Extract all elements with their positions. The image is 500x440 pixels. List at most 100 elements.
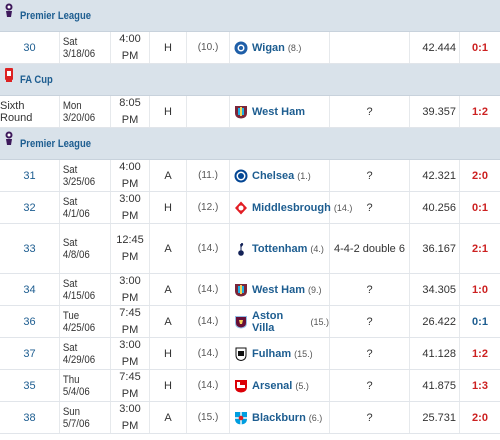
attendance-label: 25.731 <box>422 411 456 424</box>
opponent-link[interactable]: Aston Villa <box>252 309 284 334</box>
round-label[interactable]: 36 <box>23 315 36 328</box>
result-cell[interactable]: 0:1 <box>460 192 500 223</box>
round-cell[interactable]: 37 <box>0 338 60 369</box>
competition-name-link[interactable]: Premier League <box>20 137 91 150</box>
table-row: Sixth Round Mon 3/20/06 8:05 PM H West Ham? 3… <box>0 96 500 128</box>
middlesbrough-crest-icon[interactable] <box>234 201 248 215</box>
time-cell: 7:45 PM <box>111 370 150 401</box>
result-link[interactable]: 0:1 <box>472 201 488 214</box>
round-cell[interactable]: 34 <box>0 274 60 305</box>
round-cell[interactable]: 38 <box>0 402 60 433</box>
result-cell[interactable]: 2:0 <box>460 402 500 433</box>
premier-league-logo-icon <box>4 3 14 19</box>
wigan-crest-icon[interactable] <box>234 41 248 55</box>
competition-name-link[interactable]: Premier League <box>20 9 91 22</box>
result-link[interactable]: 2:0 <box>472 411 488 424</box>
opponent-link[interactable]: West Ham <box>252 283 305 296</box>
time-label: 3:00 PM <box>119 402 141 432</box>
date-label: Tue 4/25/06 <box>62 309 96 334</box>
result-link[interactable]: 0:1 <box>472 41 488 54</box>
result-link[interactable]: 2:1 <box>472 242 488 255</box>
attendance-cell: 42.444 <box>410 32 460 63</box>
result-link[interactable]: 0:1 <box>472 315 488 328</box>
result-cell[interactable]: 1:0 <box>460 274 500 305</box>
result-link[interactable]: 1:0 <box>472 283 488 296</box>
round-label[interactable]: 30 <box>23 41 36 54</box>
opponent-cell[interactable]: Middlesbrough (14.) <box>230 192 352 223</box>
team-rank-label: (14.) <box>197 316 219 327</box>
result-cell[interactable]: 2:1 <box>460 224 500 273</box>
west-ham-crest-icon[interactable] <box>234 283 248 297</box>
opponent-link[interactable]: Tottenham <box>252 242 308 255</box>
rank-cell: (14.) <box>187 338 230 369</box>
chelsea-crest-icon[interactable] <box>234 169 248 183</box>
opponent-cell[interactable]: Chelsea (1.) <box>230 160 330 191</box>
rank-cell: (14.) <box>187 306 230 337</box>
opponent-cell[interactable]: West Ham (9.) <box>230 274 330 305</box>
result-cell[interactable]: 2:0 <box>460 160 500 191</box>
round-cell[interactable]: 30 <box>0 32 60 63</box>
opponent-link[interactable]: West Ham <box>252 105 305 118</box>
opponent-link[interactable]: Chelsea <box>252 169 295 182</box>
round-label[interactable]: 31 <box>23 169 36 182</box>
opponent-cell[interactable]: Wigan (8.) <box>230 32 330 63</box>
premier-league-logo-icon <box>4 131 14 147</box>
round-cell[interactable]: 35 <box>0 370 60 401</box>
opponent-link[interactable]: Blackburn <box>252 411 306 424</box>
date-label: Sat 4/29/06 <box>62 341 96 366</box>
round-label[interactable]: 37 <box>23 347 36 360</box>
result-link[interactable]: 1:2 <box>472 347 488 360</box>
result-link[interactable]: 1:3 <box>472 379 488 392</box>
time-label: 12:45 PM <box>116 233 144 263</box>
opponent-link[interactable]: Wigan <box>252 41 285 54</box>
result-cell[interactable]: 0:1 <box>460 32 500 63</box>
time-cell: 4:00 PM <box>111 32 150 63</box>
time-label: 4:00 PM <box>119 32 141 62</box>
team-rank-label: (11.) <box>198 170 218 181</box>
opponent-cell[interactable]: Arsenal (5.) <box>230 370 330 401</box>
date-cell: Tue 4/25/06 <box>60 306 111 337</box>
opponent-cell[interactable]: Blackburn (6.) <box>230 402 330 433</box>
round-cell[interactable]: 36 <box>0 306 60 337</box>
opponent-link[interactable]: Arsenal <box>252 379 293 392</box>
attendance-label: 42.444 <box>422 41 456 54</box>
venue-label: A <box>164 411 172 424</box>
blackburn-crest-icon[interactable] <box>234 411 248 425</box>
opponent-cell[interactable]: Fulham (15.) <box>230 338 330 369</box>
west-ham-crest-icon[interactable] <box>234 105 248 119</box>
opponent-cell[interactable]: Tottenham (4.) <box>230 224 330 273</box>
attendance-cell: 41.128 <box>410 338 460 369</box>
result-cell[interactable]: 1:2 <box>460 338 500 369</box>
round-cell[interactable]: 32 <box>0 192 60 223</box>
result-cell[interactable]: 1:2 <box>460 96 500 127</box>
competition-name-link[interactable]: FA Cup <box>20 73 53 86</box>
round-cell[interactable]: 33 <box>0 224 60 273</box>
round-label[interactable]: 38 <box>23 411 36 424</box>
opponent-cell[interactable]: West Ham <box>230 96 330 127</box>
round-label[interactable]: 32 <box>23 201 36 214</box>
team-rank-label: (14.) <box>197 348 219 359</box>
opponent-cell[interactable]: Aston Villa (15.) <box>230 306 330 337</box>
round-label[interactable]: 33 <box>23 242 36 255</box>
result-link[interactable]: 1:2 <box>472 105 488 118</box>
fulham-crest-icon[interactable] <box>234 347 248 361</box>
time-cell: 3:00 PM <box>111 402 150 433</box>
opponent-link[interactable]: Fulham <box>252 347 292 360</box>
result-link[interactable]: 2:0 <box>472 169 488 182</box>
result-cell[interactable]: 0:1 <box>460 306 500 337</box>
date-cell: Sat 4/15/06 <box>60 274 111 305</box>
table-row: 37 Sat 4/29/06 3:00 PM H (14.) Fulham (15.)? 41… <box>0 338 500 370</box>
opponent-rank-label: (9.) <box>307 284 322 295</box>
round-label[interactable]: 34 <box>23 283 36 296</box>
attendance-cell: 40.256 <box>410 192 460 223</box>
result-cell[interactable]: 1:3 <box>460 370 500 401</box>
attendance-label: 39.357 <box>422 105 456 118</box>
round-label[interactable]: 35 <box>23 379 36 392</box>
aston-villa-crest-icon[interactable] <box>234 315 248 329</box>
round-cell[interactable]: 31 <box>0 160 60 191</box>
tottenham-crest-icon[interactable] <box>234 242 248 256</box>
attendance-label: 41.128 <box>422 347 456 360</box>
table-row: 32 Sat 4/1/06 3:00 PM H (12.) Middlesbrough (1… <box>0 192 500 224</box>
arsenal-crest-icon[interactable] <box>234 379 248 393</box>
opponent-link[interactable]: Middlesbrough <box>252 201 331 214</box>
